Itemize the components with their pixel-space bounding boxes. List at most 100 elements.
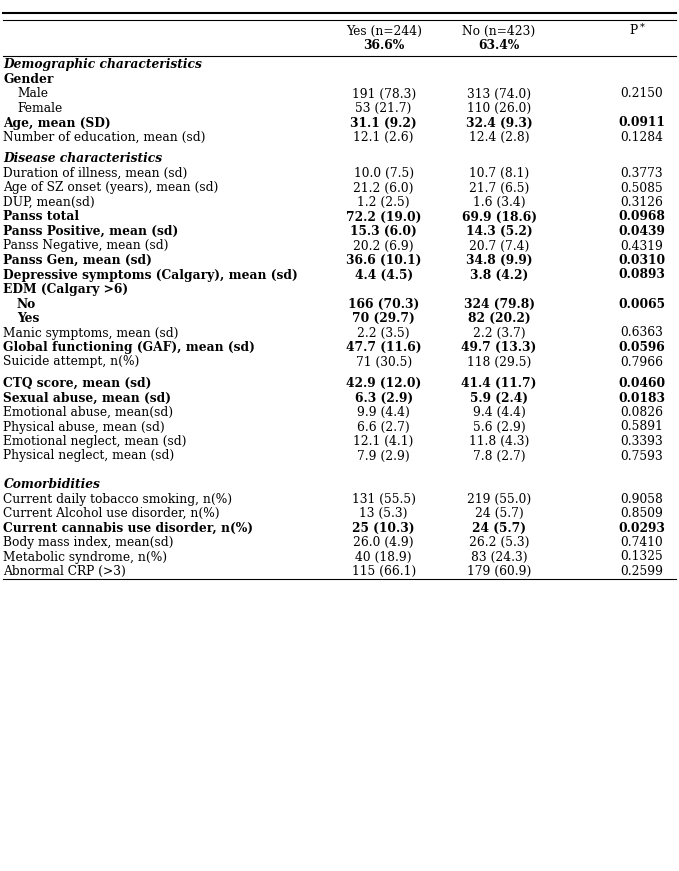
Text: 219 (55.0): 219 (55.0) xyxy=(467,492,531,505)
Text: Sexual abuse, mean (sd): Sexual abuse, mean (sd) xyxy=(3,391,171,404)
Text: Age of SZ onset (years), mean (sd): Age of SZ onset (years), mean (sd) xyxy=(3,181,219,194)
Text: Female: Female xyxy=(17,102,62,115)
Text: Body mass index, mean(sd): Body mass index, mean(sd) xyxy=(3,536,174,549)
Text: 0.7593: 0.7593 xyxy=(621,449,663,463)
Text: 20.2 (6.9): 20.2 (6.9) xyxy=(353,240,414,253)
Text: 0.0826: 0.0826 xyxy=(620,406,663,419)
Text: 0.0596: 0.0596 xyxy=(619,341,665,354)
Text: 0.8509: 0.8509 xyxy=(620,507,663,520)
Text: 63.4%: 63.4% xyxy=(479,39,519,52)
Text: 0.1325: 0.1325 xyxy=(621,550,663,564)
Text: Demographic characteristics: Demographic characteristics xyxy=(3,58,202,71)
Text: 25 (10.3): 25 (10.3) xyxy=(352,522,415,535)
Text: 15.3 (6.0): 15.3 (6.0) xyxy=(350,225,417,238)
Text: 0.3393: 0.3393 xyxy=(621,435,663,448)
Text: 0.6363: 0.6363 xyxy=(620,327,663,340)
Text: 191 (78.3): 191 (78.3) xyxy=(352,87,416,100)
Text: Panss Negative, mean (sd): Panss Negative, mean (sd) xyxy=(3,240,169,253)
Text: 83 (24.3): 83 (24.3) xyxy=(471,550,528,564)
Text: Physical neglect, mean (sd): Physical neglect, mean (sd) xyxy=(3,449,175,463)
Text: Gender: Gender xyxy=(3,73,54,86)
Text: 20.7 (7.4): 20.7 (7.4) xyxy=(469,240,529,253)
Text: 0.0310: 0.0310 xyxy=(618,254,665,267)
Text: 71 (30.5): 71 (30.5) xyxy=(356,355,411,368)
Text: 40 (18.9): 40 (18.9) xyxy=(355,550,412,564)
Text: P: P xyxy=(629,24,638,37)
Text: Emotional abuse, mean(sd): Emotional abuse, mean(sd) xyxy=(3,406,174,419)
Text: 131 (55.5): 131 (55.5) xyxy=(352,492,416,505)
Text: 36.6 (10.1): 36.6 (10.1) xyxy=(346,254,422,267)
Text: 6.3 (2.9): 6.3 (2.9) xyxy=(354,391,413,404)
Text: Emotional neglect, mean (sd): Emotional neglect, mean (sd) xyxy=(3,435,187,448)
Text: 1.6 (3.4): 1.6 (3.4) xyxy=(473,196,526,209)
Text: 0.2599: 0.2599 xyxy=(620,565,663,578)
Text: 2.2 (3.5): 2.2 (3.5) xyxy=(357,327,410,340)
Text: 179 (60.9): 179 (60.9) xyxy=(467,565,531,578)
Text: Yes: Yes xyxy=(17,312,39,325)
Text: 82 (20.2): 82 (20.2) xyxy=(468,312,530,325)
Text: 70 (29.7): 70 (29.7) xyxy=(352,312,415,325)
Text: Comorbidities: Comorbidities xyxy=(3,478,100,491)
Text: 3.8 (4.2): 3.8 (4.2) xyxy=(470,268,528,281)
Text: 313 (74.0): 313 (74.0) xyxy=(467,87,531,100)
Text: Physical abuse, mean (sd): Physical abuse, mean (sd) xyxy=(3,421,165,434)
Text: 9.9 (4.4): 9.9 (4.4) xyxy=(357,406,410,419)
Text: 0.0911: 0.0911 xyxy=(618,117,665,130)
Text: 24 (5.7): 24 (5.7) xyxy=(472,522,526,535)
Text: 0.5891: 0.5891 xyxy=(620,421,663,434)
Text: 69.9 (18.6): 69.9 (18.6) xyxy=(462,211,536,224)
Text: 7.8 (2.7): 7.8 (2.7) xyxy=(473,449,526,463)
Text: Age, mean (SD): Age, mean (SD) xyxy=(3,117,111,130)
Text: 0.0183: 0.0183 xyxy=(618,391,665,404)
Text: 0.0065: 0.0065 xyxy=(618,298,665,310)
Text: 324 (79.8): 324 (79.8) xyxy=(464,298,534,310)
Text: 12.4 (2.8): 12.4 (2.8) xyxy=(469,131,530,144)
Text: Suicide attempt, n(%): Suicide attempt, n(%) xyxy=(3,355,140,368)
Text: 26.2 (5.3): 26.2 (5.3) xyxy=(469,536,530,549)
Text: Current Alcohol use disorder, n(%): Current Alcohol use disorder, n(%) xyxy=(3,507,220,520)
Text: 166 (70.3): 166 (70.3) xyxy=(348,298,419,310)
Text: 0.7410: 0.7410 xyxy=(621,536,663,549)
Text: Number of education, mean (sd): Number of education, mean (sd) xyxy=(3,131,206,144)
Text: 26.0 (4.9): 26.0 (4.9) xyxy=(353,536,414,549)
Text: 41.4 (11.7): 41.4 (11.7) xyxy=(461,377,537,390)
Text: 12.1 (2.6): 12.1 (2.6) xyxy=(353,131,414,144)
Text: Metabolic syndrome, n(%): Metabolic syndrome, n(%) xyxy=(3,550,168,564)
Text: 72.2 (19.0): 72.2 (19.0) xyxy=(346,211,422,224)
Text: DUP, mean(sd): DUP, mean(sd) xyxy=(3,196,95,209)
Text: 6.6 (2.7): 6.6 (2.7) xyxy=(357,421,410,434)
Text: 11.8 (4.3): 11.8 (4.3) xyxy=(469,435,529,448)
Text: 110 (26.0): 110 (26.0) xyxy=(467,102,531,115)
Text: 0.5085: 0.5085 xyxy=(621,181,663,194)
Text: 42.9 (12.0): 42.9 (12.0) xyxy=(346,377,421,390)
Text: *: * xyxy=(640,23,644,31)
Text: 21.7 (6.5): 21.7 (6.5) xyxy=(469,181,529,194)
Text: 32.4 (9.3): 32.4 (9.3) xyxy=(466,117,532,130)
Text: 4.4 (4.5): 4.4 (4.5) xyxy=(354,268,413,281)
Text: Yes (n=244): Yes (n=244) xyxy=(346,24,422,37)
Text: 49.7 (13.3): 49.7 (13.3) xyxy=(462,341,536,354)
Text: 1.2 (2.5): 1.2 (2.5) xyxy=(357,196,410,209)
Text: EDM (Calgary >6): EDM (Calgary >6) xyxy=(3,283,128,296)
Text: 0.3126: 0.3126 xyxy=(620,196,663,209)
Text: 7.9 (2.9): 7.9 (2.9) xyxy=(357,449,410,463)
Text: 31.1 (9.2): 31.1 (9.2) xyxy=(350,117,417,130)
Text: 0.0968: 0.0968 xyxy=(618,211,665,224)
Text: CTQ score, mean (sd): CTQ score, mean (sd) xyxy=(3,377,152,390)
Text: 10.0 (7.5): 10.0 (7.5) xyxy=(354,167,414,180)
Text: 0.7966: 0.7966 xyxy=(620,355,663,368)
Text: Current cannabis use disorder, n(%): Current cannabis use disorder, n(%) xyxy=(3,522,253,535)
Text: 13 (5.3): 13 (5.3) xyxy=(359,507,408,520)
Text: 47.7 (11.6): 47.7 (11.6) xyxy=(346,341,422,354)
Text: Panss Positive, mean (sd): Panss Positive, mean (sd) xyxy=(3,225,179,238)
Text: 115 (66.1): 115 (66.1) xyxy=(352,565,416,578)
Text: 0.0293: 0.0293 xyxy=(618,522,665,535)
Text: 0.9058: 0.9058 xyxy=(620,492,663,505)
Text: 2.2 (3.7): 2.2 (3.7) xyxy=(473,327,526,340)
Text: 53 (21.7): 53 (21.7) xyxy=(355,102,412,115)
Text: Duration of illness, mean (sd): Duration of illness, mean (sd) xyxy=(3,167,188,180)
Text: 0.0439: 0.0439 xyxy=(618,225,665,238)
Text: 34.8 (9.9): 34.8 (9.9) xyxy=(466,254,532,267)
Text: Disease characteristics: Disease characteristics xyxy=(3,152,162,165)
Text: Panss total: Panss total xyxy=(3,211,79,224)
